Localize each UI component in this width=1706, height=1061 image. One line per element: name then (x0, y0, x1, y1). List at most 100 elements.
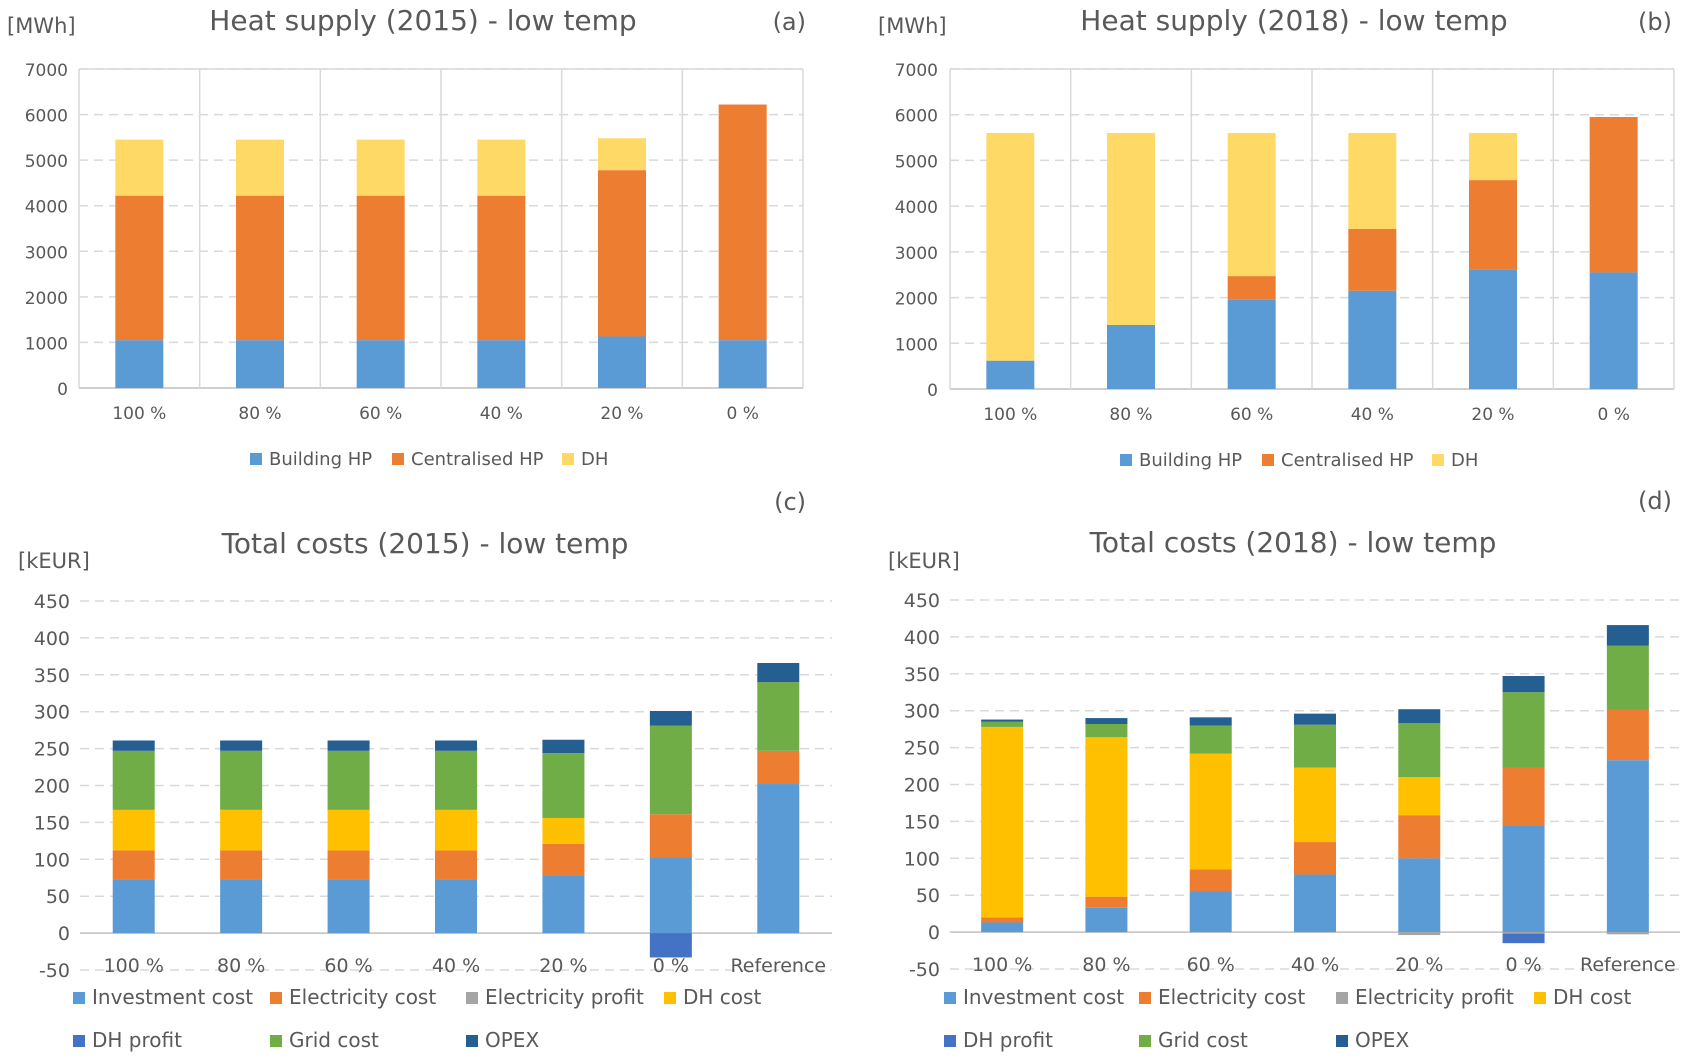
x-tick-label: 40 % (480, 404, 523, 424)
y-tick-label: 7000 (895, 61, 938, 81)
bar-dh-cost (1085, 737, 1128, 897)
bar-centralised-hp (236, 195, 284, 341)
bar-opex (1189, 717, 1232, 726)
y-tick-label: 4000 (25, 198, 68, 218)
panel-label: (d) (1638, 487, 1672, 515)
bar-dh (598, 138, 646, 171)
y-tick-label: 6000 (895, 107, 938, 127)
x-tick-label: Reference (1580, 954, 1676, 976)
bar-centralised-hp (718, 104, 767, 341)
bar-building-hp (236, 340, 284, 388)
bar-centralised-hp (598, 170, 646, 337)
bar-centralised-hp (1589, 117, 1638, 273)
y-tick-label: 0 (58, 923, 70, 945)
x-tick-label: 60 % (1187, 954, 1235, 976)
bar-opex (1398, 709, 1441, 724)
legend-swatch (1120, 454, 1132, 466)
bar-centralised-hp (356, 195, 405, 341)
x-tick-label: 0 % (1597, 405, 1629, 425)
y-tick-label: 400 (904, 627, 940, 649)
legend-swatch (1139, 992, 1151, 1004)
y-tick-label: 450 (34, 591, 70, 613)
legend-label: DH (581, 449, 608, 470)
bar-dh (477, 139, 526, 196)
y-tick-label: 2000 (895, 290, 938, 310)
y-tick-label: 50 (46, 886, 70, 908)
legend-swatch (1139, 1035, 1151, 1047)
y-tick-label: 0 (927, 381, 938, 401)
bar-investment-cost (542, 875, 585, 934)
bar-electricity-cost (327, 850, 370, 880)
y-tick-label: -50 (39, 960, 70, 982)
y-tick-label: 150 (34, 812, 70, 834)
x-tick-label: 20 % (1471, 405, 1514, 425)
legend-swatch (1336, 1035, 1348, 1047)
legend-label: DH profit (963, 1028, 1053, 1052)
bar-dh (1469, 133, 1517, 181)
bar-electricity-cost (649, 814, 692, 858)
bar-investment-cost (220, 879, 263, 934)
unit-label: [MWh] (878, 14, 947, 38)
y-tick-label: 1000 (895, 335, 938, 355)
bar-building-hp (598, 336, 646, 388)
legend-swatch (270, 992, 282, 1004)
bar-investment-cost (1189, 891, 1232, 933)
bar-dh-cost (112, 809, 155, 851)
y-tick-label: 300 (904, 701, 940, 723)
bar-grid-cost (981, 721, 1024, 727)
x-tick-label: 0 % (653, 955, 689, 977)
chart-c: Total costs (2015) - low temp [kEUR] (c) -5… (18, 488, 832, 1052)
x-tick-label: 20 % (539, 955, 587, 977)
bar-investment-cost (1606, 760, 1649, 933)
legend-swatch (1336, 992, 1348, 1004)
legend-label: OPEX (1355, 1028, 1409, 1052)
legend-swatch (1262, 454, 1274, 466)
legend-label: DH cost (683, 985, 761, 1009)
legend-swatch (270, 1035, 282, 1047)
bar-grid-cost (327, 750, 370, 810)
bar-electricity-cost (757, 750, 800, 785)
bar-building-hp (986, 360, 1035, 389)
bar-building-hp (1227, 299, 1276, 389)
x-tick-label: 20 % (600, 404, 643, 424)
legend-label: Grid cost (289, 1028, 379, 1052)
bar-opex (435, 740, 477, 751)
bar-investment-cost (327, 879, 370, 934)
bar-opex (1294, 713, 1336, 725)
y-tick-label: 450 (904, 590, 940, 612)
legend-swatch (392, 453, 404, 465)
bar-grid-cost (220, 750, 263, 810)
bar-investment-cost (1502, 825, 1545, 933)
bar-grid-cost (1085, 723, 1128, 738)
bar-electricity-profit (1398, 932, 1441, 936)
legend-swatch (250, 453, 262, 465)
bar-opex (112, 740, 155, 751)
bar-dh (1107, 133, 1155, 325)
x-tick-label: 100 % (972, 954, 1032, 976)
bar-building-hp (718, 340, 767, 388)
chart-title: Heat supply (2018) - low temp (1080, 4, 1507, 37)
legend-swatch (944, 992, 956, 1004)
bar-dh-cost (1398, 777, 1441, 816)
y-tick-label: 100 (34, 849, 70, 871)
bar-grid-cost (757, 682, 800, 751)
bar-dh-cost (327, 809, 370, 851)
bar-dh-cost (981, 726, 1024, 918)
unit-label: [kEUR] (18, 549, 90, 573)
legend-swatch (562, 453, 574, 465)
x-tick-label: 80 % (1082, 954, 1130, 976)
panel-label: (a) (773, 8, 806, 36)
bar-building-hp (1348, 290, 1397, 389)
bar-grid-cost (1606, 645, 1649, 710)
x-tick-label: 60 % (1230, 405, 1273, 425)
legend-swatch (944, 1035, 956, 1047)
y-tick-label: 6000 (25, 107, 68, 127)
bar-building-hp (1107, 325, 1155, 389)
bar-investment-cost (1294, 874, 1336, 933)
y-tick-label: 200 (34, 776, 70, 798)
legend-swatch (466, 1035, 478, 1047)
y-tick-label: 1000 (25, 334, 68, 354)
y-tick-label: 7000 (25, 61, 68, 81)
y-tick-label: 200 (904, 775, 940, 797)
